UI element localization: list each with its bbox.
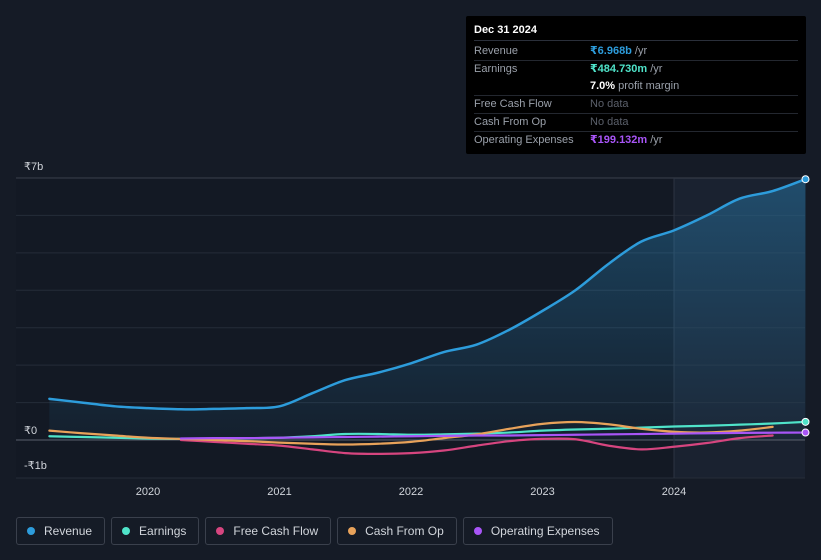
legend-dot-earnings — [122, 527, 131, 535]
tooltip-value-opex: ₹199.132m — [590, 134, 648, 146]
tooltip-unit-earnings: /yr — [650, 63, 663, 75]
legend-dot-revenue — [27, 527, 35, 535]
endpoint-earnings — [801, 417, 810, 426]
tooltip-row-earnings: Earnings ₹484.730m /yr — [474, 61, 798, 78]
y-tick-bottom: -₹1b — [24, 460, 47, 472]
tooltip-value-fcf: No data — [590, 98, 629, 110]
legend-dot-opex — [473, 527, 482, 535]
x-tick-2020: 2020 — [136, 486, 160, 498]
legend-label-opex: Operating Expenses — [490, 524, 600, 538]
tooltip-label-fcf: Free Cash Flow — [474, 98, 552, 110]
y-tick-zero: ₹0 — [24, 425, 37, 437]
tooltip-unit-revenue: /yr — [634, 45, 648, 57]
tooltip-unit-margin: profit margin — [618, 80, 680, 92]
legend-item-earnings[interactable]: Earnings — [111, 517, 200, 545]
axes: ₹7b ₹0 -₹1b 2020 2021 2022 2023 2024 — [24, 161, 686, 498]
legend-label-earnings: Earnings — [139, 524, 187, 538]
tooltip-row-revenue: Revenue ₹6.968b /yr — [474, 43, 798, 61]
x-tick-2021: 2021 — [267, 486, 291, 498]
legend-dot-fcf — [216, 527, 225, 535]
tooltip-value-cfo: No data — [590, 116, 629, 128]
tooltip-date: Dec 31 2024 — [474, 22, 798, 41]
tooltip-unit-opex: /yr — [650, 134, 663, 146]
series-lines — [48, 175, 810, 455]
endpoint-revenue — [801, 175, 810, 184]
y-tick-top: ₹7b — [24, 161, 43, 173]
legend-item-fcf[interactable]: Free Cash Flow — [205, 517, 332, 545]
area-revenue — [49, 179, 806, 441]
legend-label-fcf: Free Cash Flow — [233, 524, 319, 538]
legend-item-revenue[interactable]: Revenue — [16, 517, 106, 545]
revenue-area — [49, 179, 806, 441]
tooltip-row-cfo: Cash From Op No data — [474, 114, 798, 132]
x-tick-2022: 2022 — [399, 486, 423, 498]
tooltip-value-earnings: ₹484.730m — [590, 63, 648, 75]
line-fcf — [179, 434, 774, 455]
tooltip-value-revenue: ₹6.968b — [590, 45, 632, 57]
tooltip-label-revenue: Revenue — [474, 45, 519, 57]
line-cfo — [48, 420, 774, 446]
legend-label-revenue: Revenue — [44, 524, 93, 538]
x-tick-2024: 2024 — [662, 486, 686, 498]
legend-item-cfo[interactable]: Cash From Op — [337, 517, 457, 545]
x-tick-2023: 2023 — [530, 486, 554, 498]
legend-label-cfo: Cash From Op — [365, 524, 444, 538]
tooltip-row-margin: 7.0% profit margin — [474, 78, 798, 96]
chart: ₹7b ₹0 -₹1b 2020 2021 2022 2023 2024 — [16, 161, 810, 498]
tooltip-value-margin: 7.0% — [590, 80, 616, 92]
tooltip-row-fcf: Free Cash Flow No data — [474, 96, 798, 114]
tooltip-label-earnings: Earnings — [474, 63, 518, 75]
line-opex — [179, 431, 807, 440]
legend-dot-cfo — [348, 527, 357, 535]
legend: Revenue Earnings Free Cash Flow Cash Fro… — [16, 517, 613, 545]
endpoint-opex — [801, 428, 810, 437]
tooltip-label-opex: Operating Expenses — [474, 134, 574, 146]
tooltip-row-opex: Operating Expenses ₹199.132m /yr — [474, 132, 798, 149]
line-revenue — [48, 177, 807, 411]
tooltip-label-cfo: Cash From Op — [474, 116, 547, 128]
legend-item-opex[interactable]: Operating Expenses — [462, 517, 613, 545]
tooltip: Dec 31 2024 Revenue ₹6.968b /yr Earnings… — [466, 16, 806, 154]
